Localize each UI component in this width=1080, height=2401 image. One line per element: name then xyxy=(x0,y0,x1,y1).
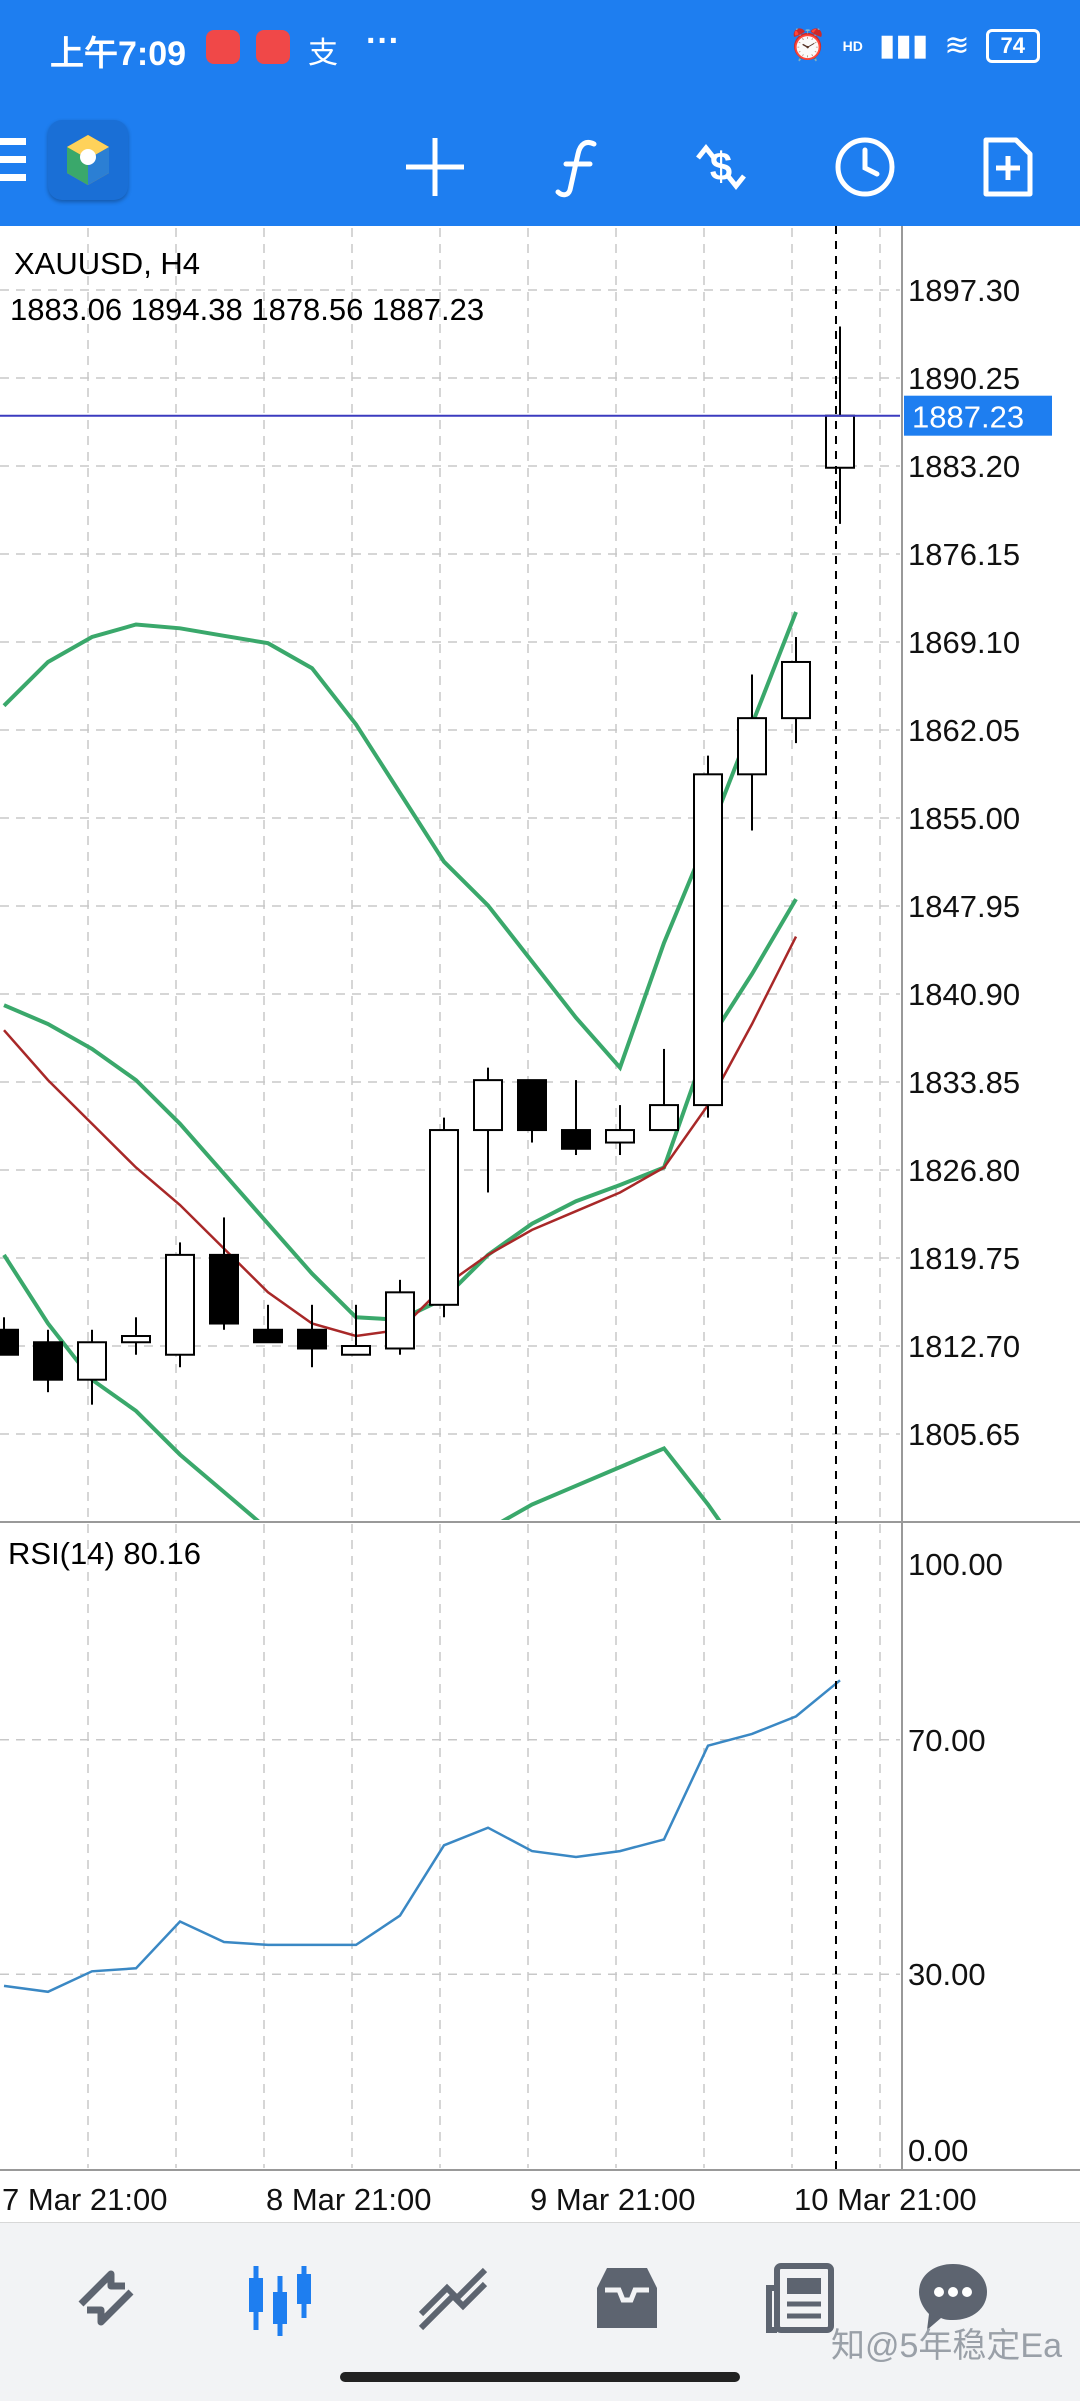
network-badge: HD xyxy=(842,37,863,54)
candle-body xyxy=(517,1079,547,1132)
price-badge-label: 1887.23 xyxy=(912,400,1024,435)
rsi-label: RSI(14) 80.16 xyxy=(8,1536,201,1571)
price-tick-label: 1897.30 xyxy=(908,273,1020,308)
candle-body xyxy=(781,660,811,720)
symbol-title: XAUUSD, H4 xyxy=(14,246,200,281)
price-badge xyxy=(904,395,1052,436)
candle-body xyxy=(121,1335,151,1344)
rsi-tick-label: 30.00 xyxy=(908,1957,986,1992)
price-tick-label: 1847.95 xyxy=(908,889,1020,924)
symbol-change-icon[interactable]: $ xyxy=(686,132,756,202)
candle-body xyxy=(0,1328,19,1356)
candle-body xyxy=(825,414,855,469)
battery-icon: 74 xyxy=(985,28,1040,63)
bottom-navigation xyxy=(0,2222,1080,2401)
home-indicator[interactable] xyxy=(340,2372,740,2382)
status-bar: 上午7:09 支 ··· ⏰ HD ▮▮▮ ≋ 74 xyxy=(0,0,1080,96)
watermark: 知@5年稳定Ea xyxy=(830,2327,1062,2365)
menu-icon[interactable] xyxy=(0,138,26,184)
bollinger-upper-line xyxy=(2,611,798,1072)
time-tick-label: 8 Mar 21:00 xyxy=(266,2182,431,2217)
bollinger-lower-line xyxy=(2,1253,722,1520)
notification-app-icon xyxy=(206,30,240,64)
rsi-line xyxy=(3,1679,841,1994)
time-tick-label: 7 Mar 21:00 xyxy=(2,2182,167,2217)
candle-body xyxy=(561,1129,591,1150)
logo-icon[interactable] xyxy=(48,120,128,200)
candle-body xyxy=(737,717,767,776)
chart-frame xyxy=(0,226,1080,2222)
chart-toolbar: $ xyxy=(0,96,1080,226)
price-tick-label: 1833.85 xyxy=(908,1065,1020,1100)
candle-body xyxy=(77,1341,107,1381)
crosshair-icon[interactable] xyxy=(400,132,470,202)
wifi-icon: ≋ xyxy=(944,29,970,62)
price-chart[interactable]: 1887.23 1897.30 1890.25 1883.20 1876.15 1869… xyxy=(0,226,1080,2222)
rsi-tick-label: 100.00 xyxy=(908,1547,1003,1582)
price-tick-label: 1855.00 xyxy=(908,801,1020,836)
time-tick-label: 9 Mar 21:00 xyxy=(530,2182,695,2217)
rsi-axis: 100.00 70.00 30.00 0.00 xyxy=(908,1547,1003,2168)
price-tick-label: 1876.15 xyxy=(908,537,1020,572)
candle-body xyxy=(693,773,723,1107)
candle-body xyxy=(209,1253,239,1325)
rsi-tick-label: 70.00 xyxy=(908,1723,986,1758)
status-right: ⏰ HD ▮▮▮ ≋ 74 xyxy=(789,28,1040,63)
messages-icon[interactable] xyxy=(908,2253,998,2343)
price-tick-label: 1890.25 xyxy=(908,361,1020,396)
time-axis: 7 Mar 21:00 8 Mar 21:00 9 Mar 21:00 10 Mar … xyxy=(2,2182,977,2217)
svg-text:$: $ xyxy=(710,145,732,189)
notification-app-icon: 支 xyxy=(308,37,338,70)
candle-body xyxy=(253,1328,283,1344)
rsi-tick-label: 0.00 xyxy=(908,2133,968,2168)
candle-body xyxy=(33,1341,63,1381)
candle-body xyxy=(385,1291,415,1350)
price-tick-label: 1826.80 xyxy=(908,1153,1020,1188)
trade-icon[interactable] xyxy=(408,2253,498,2343)
price-tick-label: 1840.90 xyxy=(908,977,1020,1012)
price-tick-label: 1862.05 xyxy=(908,713,1020,748)
candle-body xyxy=(297,1328,327,1350)
time-tick-label: 10 Mar 21:00 xyxy=(794,2182,977,2217)
status-time: 上午7:09 xyxy=(50,35,187,73)
price-tick-label: 1805.65 xyxy=(908,1417,1020,1452)
signal-icon: ▮▮▮ xyxy=(878,29,929,62)
ohlc-readout: 1883.06 1894.38 1878.56 1887.23 xyxy=(10,292,484,327)
candle-body xyxy=(165,1253,195,1356)
candles xyxy=(0,326,855,1405)
candle-body xyxy=(649,1104,679,1132)
rsi-series-line xyxy=(3,1679,841,1994)
notification-app-icon xyxy=(256,30,290,64)
current-price-line: 1887.23 xyxy=(0,395,1052,436)
history-icon[interactable] xyxy=(582,2253,672,2343)
price-tick-label: 1812.70 xyxy=(908,1329,1020,1364)
more-notifications-icon: ··· xyxy=(366,22,400,60)
timeframe-clock-icon[interactable] xyxy=(830,132,900,202)
indicator-f-icon[interactable] xyxy=(544,132,614,202)
alarm-icon: ⏰ xyxy=(789,29,827,62)
new-order-icon[interactable] xyxy=(972,132,1042,202)
grid-lines xyxy=(0,228,900,2168)
price-tick-label: 1869.10 xyxy=(908,625,1020,660)
price-axis: 1897.30 1890.25 1883.20 1876.15 1869.10 1862.… xyxy=(908,273,1020,1452)
candle-body xyxy=(341,1345,371,1356)
candle-body xyxy=(473,1079,503,1132)
price-tick-label: 1819.75 xyxy=(908,1241,1020,1276)
quotes-icon[interactable] xyxy=(62,2253,152,2343)
news-icon[interactable] xyxy=(756,2253,846,2343)
candle-body xyxy=(429,1129,459,1306)
candle-body xyxy=(605,1129,635,1144)
chart-icon[interactable] xyxy=(235,2253,325,2343)
price-tick-label: 1883.20 xyxy=(908,449,1020,484)
